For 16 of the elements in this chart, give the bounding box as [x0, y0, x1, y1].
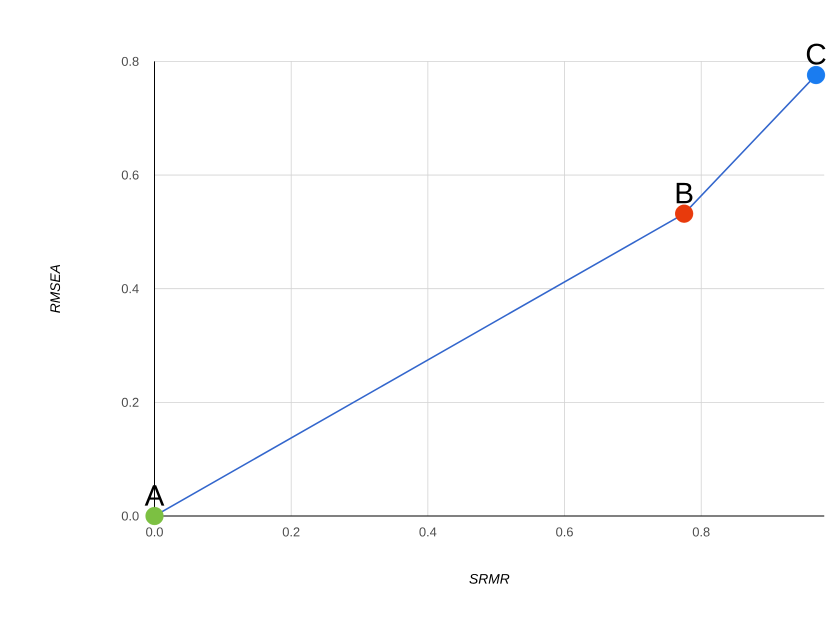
y-axis-title: RMSEA	[50, 264, 60, 313]
point	[145, 506, 164, 526]
y-tick-label: 0.0	[122, 511, 139, 521]
annotation: C	[806, 44, 826, 65]
y-tick-label: 0.6	[122, 170, 139, 180]
y-tick-label: 0.8	[122, 56, 139, 66]
y-tick-label: 0.4	[122, 284, 139, 294]
x-axis-title: SRMR	[469, 574, 510, 584]
x-tick-label: 0.4	[419, 527, 436, 536]
x-tick-label: 0.8	[692, 527, 710, 536]
point	[675, 204, 694, 223]
annotation: B	[676, 182, 692, 204]
x-tick-label: 0.2	[282, 527, 300, 536]
x-tick-label: 0.0	[146, 527, 163, 536]
y-tick-label: 0.2	[122, 398, 138, 407]
x-tick-label: 0.6	[556, 527, 573, 536]
